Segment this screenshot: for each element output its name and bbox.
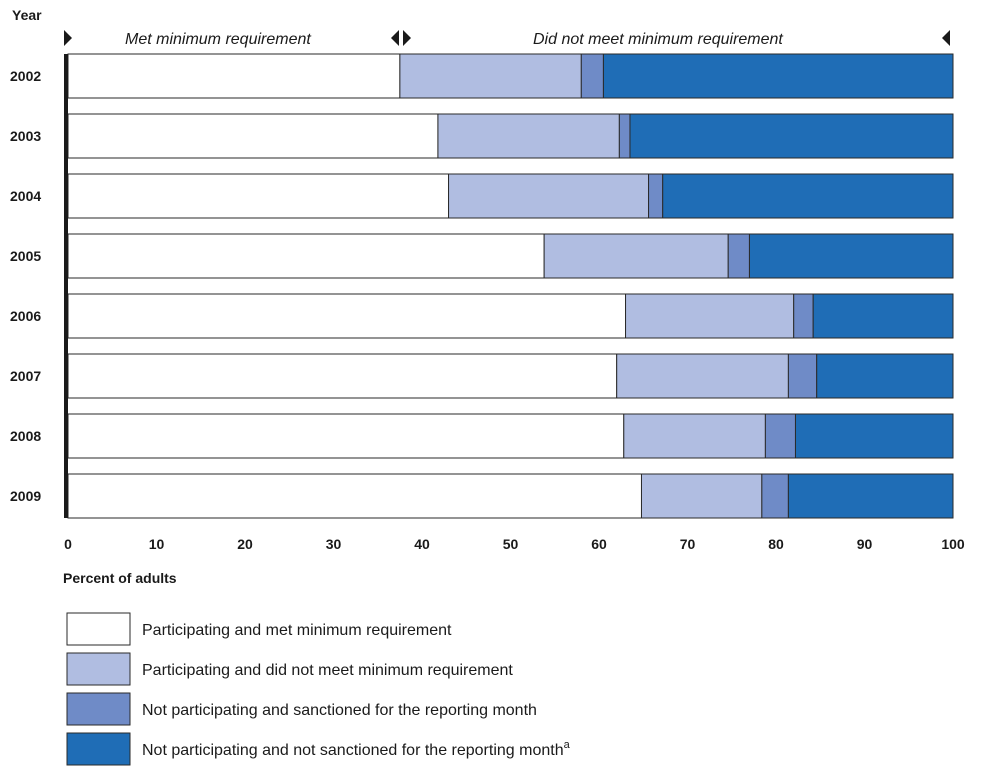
bar-2003-series-2 [437,113,620,159]
bar-2007-series-3 [787,353,818,399]
year-label-2008: 2008 [10,428,41,444]
bars-group [67,53,954,519]
x-tick-70: 70 [680,536,696,552]
bar-2005-series-4 [748,233,954,279]
bar-2002-series-2 [399,53,582,99]
legend-footnote-marker: a [564,739,571,751]
bar-2009-series-3 [761,473,789,519]
bar-2008-series-1 [67,413,625,459]
bar-2007-series-4 [816,353,954,399]
bar-2004-series-1 [67,173,450,219]
bar-2005-series-2 [543,233,729,279]
bar-2005-series-1 [67,233,545,279]
right-marker-arrow [942,30,950,46]
x-tick-100: 100 [941,536,965,552]
bar-2006-series-4 [812,293,954,339]
year-label-2002: 2002 [10,68,41,84]
year-label-2009: 2009 [10,488,41,504]
legend-swatch-2 [66,652,131,686]
x-tick-30: 30 [326,536,342,552]
year-label-2005: 2005 [10,248,41,264]
bar-2008-series-2 [623,413,766,459]
bar-2005-series-3 [727,233,750,279]
y-axis-label: Year [12,7,42,23]
bar-2007-series-1 [67,353,618,399]
annotation-met: Met minimum requirement [125,31,311,48]
bar-2002-series-4 [602,53,954,99]
x-tick-0: 0 [64,536,72,552]
divider-arrow-left [391,30,399,46]
legend-swatch-1 [66,612,131,646]
bar-2002-series-3 [580,53,604,99]
bar-2003-series-4 [629,113,954,159]
x-tick-10: 10 [149,536,165,552]
legend-label-4: Not participating and not sanctioned for… [142,739,571,759]
year-label-2007: 2007 [10,368,41,384]
divider-arrow-right [403,30,411,46]
bar-2006-series-3 [793,293,814,339]
x-tick-50: 50 [503,536,519,552]
x-tick-80: 80 [768,536,784,552]
bar-2008-series-3 [764,413,796,459]
legend-swatch-4 [66,732,131,766]
annotation-not-met: Did not meet minimum requirement [533,31,783,48]
bar-2009-series-2 [640,473,763,519]
bar-2006-series-2 [625,293,795,339]
x-tick-labels: 0 10 20 30 40 50 60 70 80 90 100 [64,536,965,552]
x-tick-40: 40 [414,536,430,552]
bar-2004-series-3 [648,173,664,219]
left-marker-arrow [64,30,72,46]
year-label-2004: 2004 [10,188,41,204]
bar-2003-series-3 [618,113,631,159]
bar-2008-series-4 [794,413,954,459]
bar-2009-series-1 [67,473,642,519]
year-label-2006: 2006 [10,308,41,324]
bar-2009-series-4 [787,473,954,519]
legend: Participating and met minimum requiremen… [66,612,571,766]
bar-2004-series-4 [662,173,954,219]
y-axis-line [64,54,68,518]
bar-2003-series-1 [67,113,439,159]
annotation-group: Met minimum requirement Did not meet min… [64,30,950,48]
year-label-2003: 2003 [10,128,41,144]
x-tick-60: 60 [591,536,607,552]
legend-label-1: Participating and met minimum requiremen… [142,622,452,639]
legend-swatch-3 [66,692,131,726]
year-labels-group: 2002 2003 2004 2005 2006 2007 2008 2009 [10,68,41,504]
x-axis-title: Percent of adults [63,570,177,586]
legend-label-3: Not participating and sanctioned for the… [142,702,537,719]
x-tick-20: 20 [237,536,253,552]
x-tick-90: 90 [857,536,873,552]
bar-2007-series-2 [616,353,789,399]
bar-2004-series-2 [448,173,650,219]
bar-2002-series-1 [67,53,401,99]
legend-label-2: Participating and did not meet minimum r… [142,662,513,679]
bar-2006-series-1 [67,293,627,339]
